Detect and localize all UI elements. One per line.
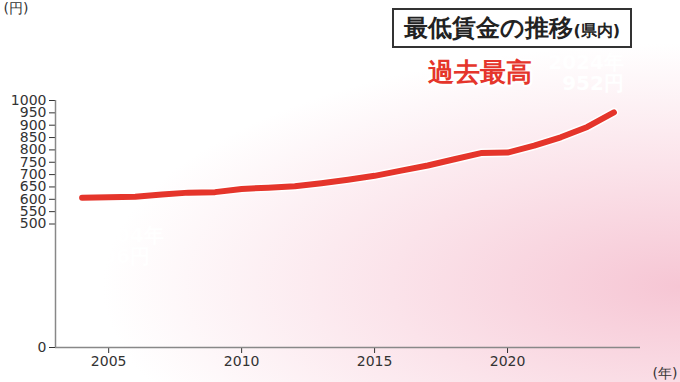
svg-text:1000: 1000 [11,92,47,108]
svg-text:950: 950 [19,104,47,121]
svg-text:2005: 2005 [91,353,127,369]
svg-text:700: 700 [19,166,47,183]
svg-text:850: 850 [19,129,47,145]
svg-text:2015: 2015 [357,353,393,369]
svg-text:(円): (円) [4,0,29,16]
svg-text:800: 800 [19,141,47,158]
svg-text:750: 750 [19,153,47,170]
svg-text:550: 550 [19,203,47,220]
svg-text:650: 650 [19,178,47,195]
svg-text:2004年606円: 2004年606円 [88,223,164,268]
svg-text:2010: 2010 [224,353,260,369]
svg-text:2020: 2020 [490,353,526,369]
html-text:最低賃金の推移(県内): 最低賃金の推移(県内) [404,14,620,42]
svg-text:600: 600 [19,190,47,207]
svg-text:(年): (年) [653,365,678,381]
svg-text:0: 0 [38,339,47,355]
svg-text:900: 900 [19,116,47,133]
svg-text:過去最高: 過去最高 [428,57,532,87]
svg-text:500: 500 [19,215,47,232]
svg-text:2024年952円: 2024年952円 [548,50,624,95]
